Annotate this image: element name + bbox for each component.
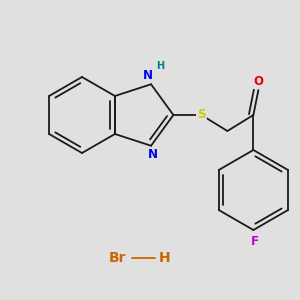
Text: O: O: [254, 76, 263, 88]
Text: H: H: [159, 251, 171, 265]
Text: H: H: [156, 61, 164, 71]
Text: F: F: [250, 236, 258, 248]
Text: N: N: [143, 69, 153, 82]
Text: Br: Br: [109, 251, 127, 265]
Text: N: N: [148, 148, 158, 161]
Text: S: S: [197, 109, 206, 122]
